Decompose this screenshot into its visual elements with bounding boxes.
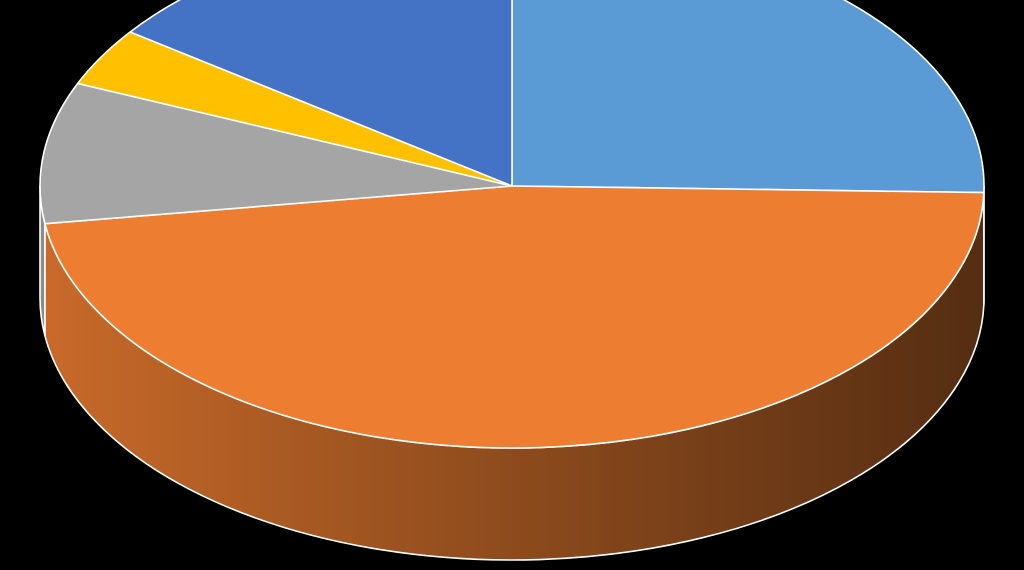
pie-slice-2 <box>39 82 513 225</box>
pie-slice-0 <box>511 0 985 194</box>
pie-slice-4 <box>129 0 513 187</box>
pie-slice-1 <box>44 185 985 449</box>
pie-top-faces <box>39 0 985 449</box>
